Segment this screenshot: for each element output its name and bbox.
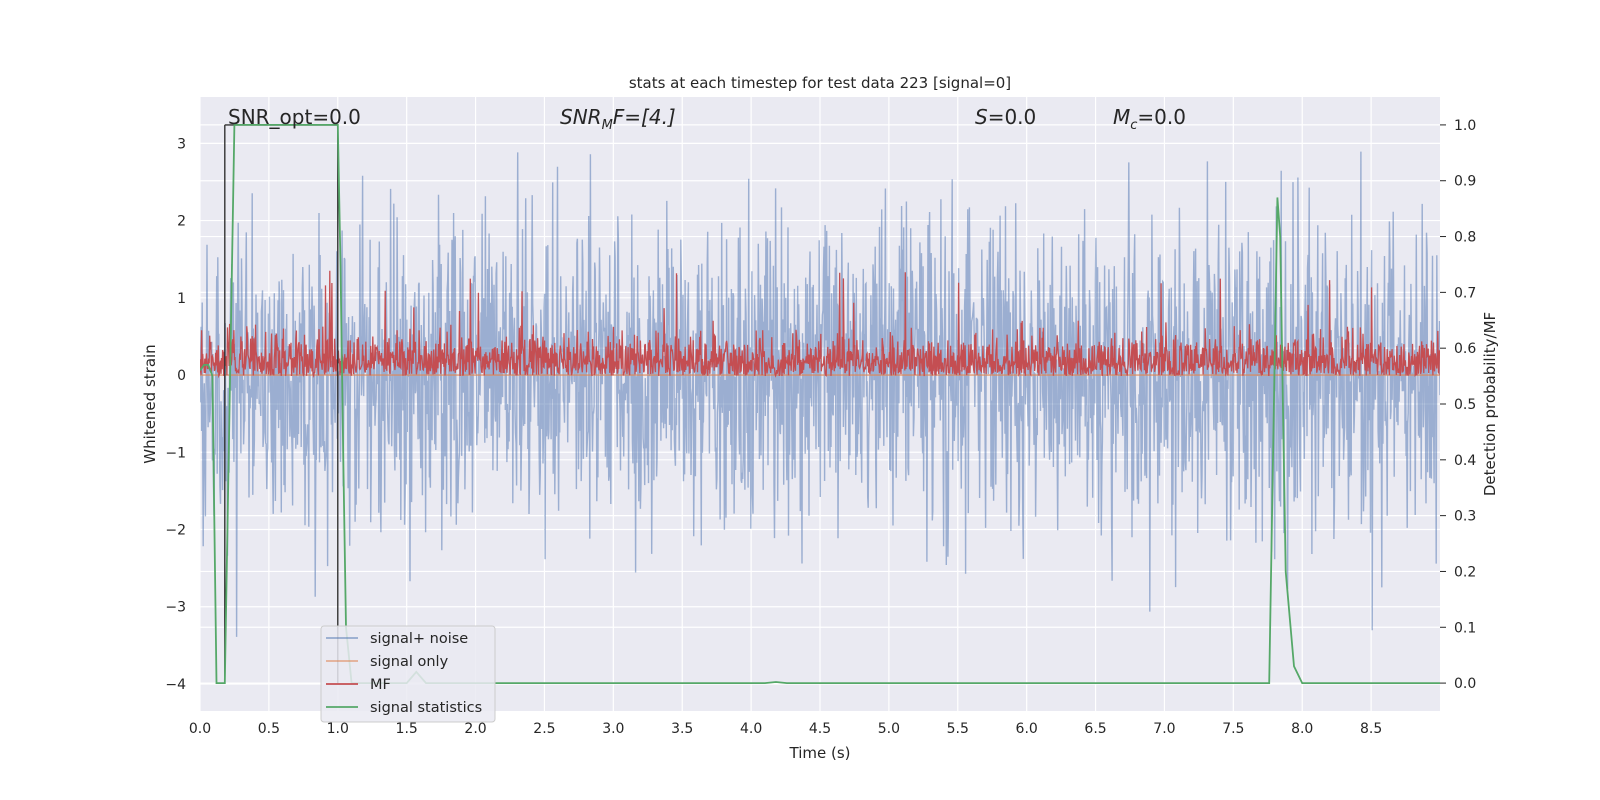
y-tick-label: −4 — [165, 677, 186, 693]
x-tick-label: 5.0 — [878, 721, 900, 737]
mc-rest: =0.0 — [1137, 105, 1186, 129]
y-axis-label-right: Detection probability/MF — [1481, 312, 1499, 496]
x-ticks: 0.0 0.5 1.0 1.5 2.0 2.5 3.0 3.5 4.0 4.5 5.0 5.5 6.0 6… — [189, 721, 1382, 737]
y-ticks-left: −4 −3 −2 −1 0 1 2 3 — [165, 136, 186, 693]
y-tick-label: 2 — [177, 214, 186, 230]
s-main: S — [975, 105, 988, 129]
x-tick-label: 6.0 — [1016, 721, 1038, 737]
x-tick-label: 6.5 — [1084, 721, 1106, 737]
snr-mf-rest: F=[4.] — [613, 105, 676, 129]
y-tick-label-right: 1.0 — [1454, 118, 1476, 134]
mc-sub: c — [1130, 118, 1137, 133]
snr-mf-sub: M — [602, 118, 613, 133]
y-tick-label-right: 0.2 — [1454, 564, 1476, 580]
y-tick-label-right: 0.8 — [1454, 230, 1476, 246]
legend: signal+ noise signal only MF signal stat… — [320, 625, 496, 723]
annotation-mc: Mc=0.0 — [1113, 105, 1186, 133]
x-tick-label: 1.5 — [396, 721, 418, 737]
y-tick-label-right: 0.1 — [1454, 620, 1476, 636]
snr-mf-main: SNR — [560, 105, 602, 129]
x-tick-label: 8.5 — [1360, 721, 1382, 737]
x-tick-label: 7.5 — [1222, 721, 1244, 737]
y-tick-label-right: 0.7 — [1454, 285, 1476, 301]
y-tick-label-right: 0.6 — [1454, 341, 1476, 357]
y-tick-label: −1 — [165, 445, 186, 461]
s-rest: =0.0 — [988, 105, 1037, 129]
legend-label-signal-statistics: signal statistics — [370, 700, 482, 716]
y-tick-label-right: 0.9 — [1454, 174, 1476, 190]
y-tick-label: 0 — [177, 368, 186, 384]
y-tick-label-right: 0.4 — [1454, 453, 1476, 469]
x-tick-label: 0.5 — [258, 721, 280, 737]
x-axis-label: Time (s) — [789, 744, 851, 762]
x-tick-label: 4.0 — [740, 721, 762, 737]
y-tick-label: −2 — [165, 523, 186, 539]
series-signal-noise — [200, 151, 1440, 637]
series-mf — [200, 270, 1440, 379]
annotation-snr-opt: SNR_opt=0.0 — [228, 105, 361, 129]
x-tick-label: 3.0 — [602, 721, 624, 737]
x-tick-label: 0.0 — [189, 721, 211, 737]
mc-main: M — [1113, 105, 1130, 129]
legend-box — [320, 625, 496, 723]
y-tick-label: −3 — [165, 600, 186, 616]
y-axis-label: Whitened strain — [141, 344, 159, 463]
y-tick-label: 1 — [177, 291, 186, 307]
y-tick-label-right: 0.5 — [1454, 397, 1476, 413]
legend-label-signal-only: signal only — [370, 654, 449, 670]
y-tick-label-right: 0.0 — [1454, 676, 1476, 692]
x-tick-label: 5.5 — [947, 721, 969, 737]
y-tick-label-right: 0.3 — [1454, 509, 1476, 525]
x-tick-label: 2.0 — [464, 721, 486, 737]
legend-label-signal-noise: signal+ noise — [370, 631, 468, 647]
annotation-snr-mf: SNRMF=[4.] — [560, 105, 676, 133]
x-tick-label: 3.5 — [671, 721, 693, 737]
y-tick-label: 3 — [177, 136, 186, 152]
x-tick-label: 7.0 — [1153, 721, 1175, 737]
x-tick-label: 8.0 — [1291, 721, 1313, 737]
legend-label-mf: MF — [370, 677, 391, 693]
chart-title: stats at each timestep for test data 223… — [629, 74, 1011, 92]
annotation-s: S=0.0 — [975, 105, 1036, 129]
y-ticks-right: 0.0 0.1 0.2 0.3 0.4 0.5 0.6 0.7 0.8 0.9 1.0 — [1440, 118, 1476, 692]
x-tick-label: 2.5 — [533, 721, 555, 737]
x-tick-label: 1.0 — [327, 721, 349, 737]
x-tick-label: 4.5 — [809, 721, 831, 737]
